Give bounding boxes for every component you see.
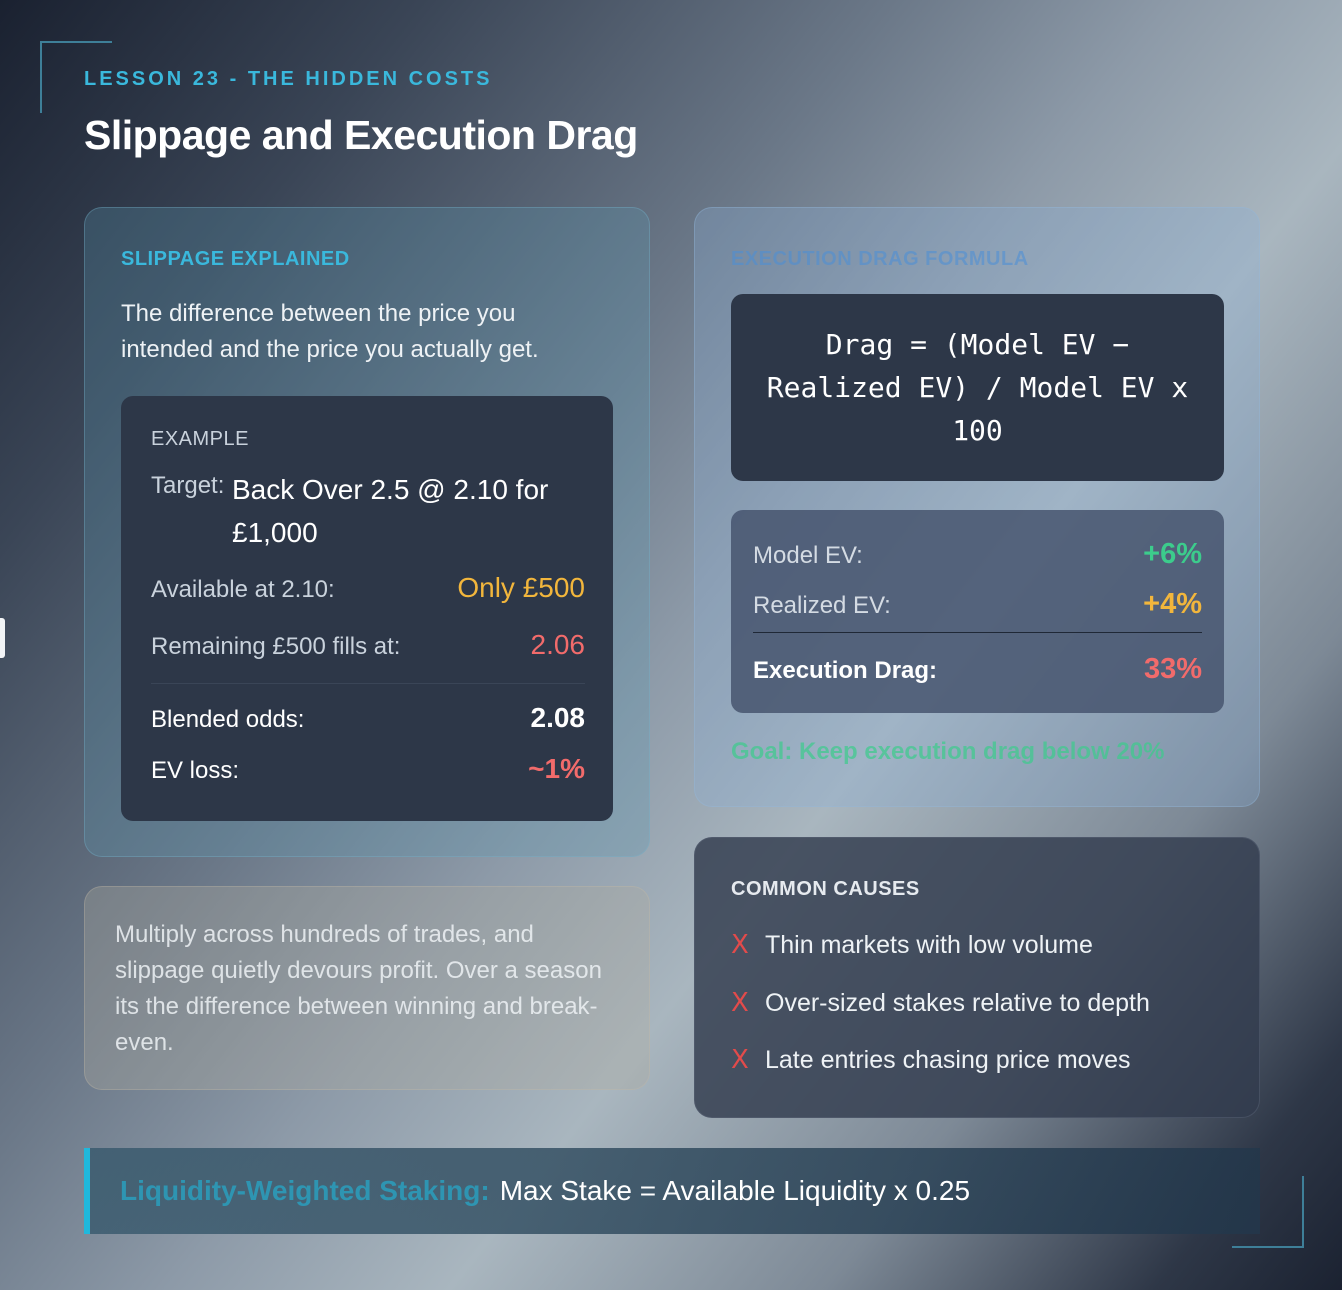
available-value: Only £500 xyxy=(457,572,585,603)
target-value: Back Over 2.5 @ 2.10 for £1,000 xyxy=(232,474,549,548)
formula-expression: Drag = (Model EV − Realized EV) / Model … xyxy=(766,328,1189,447)
target-label: Target: xyxy=(151,472,225,499)
cause-item: X Late entries chasing price moves xyxy=(731,1045,1130,1075)
common-causes-card: COMMON CAUSES X Thin markets with low vo… xyxy=(694,837,1260,1118)
blended-odds-label: Blended odds: xyxy=(151,706,305,733)
multiply-text: Multiply across hundreds of trades, and … xyxy=(115,921,602,1056)
page-title: Slippage and Execution Drag xyxy=(84,112,638,158)
available-label: Available at 2.10: xyxy=(151,576,335,603)
blended-odds-row: Blended odds: 2.08 xyxy=(151,702,585,734)
formula-heading: EXECUTION DRAG FORMULA xyxy=(731,248,1029,270)
causes-heading: COMMON CAUSES xyxy=(731,878,920,900)
slippage-description: The difference between the price you int… xyxy=(121,300,539,363)
corner-frame-bottom-right xyxy=(1232,1176,1304,1248)
blended-odds-value: 2.08 xyxy=(530,702,586,733)
x-mark-icon: X xyxy=(731,1045,749,1075)
model-ev-label: Model EV: xyxy=(753,542,863,569)
edge-tab[interactable] xyxy=(0,618,5,658)
lesson-kicker: LESSON 23 - THE HIDDEN COSTS xyxy=(84,68,493,90)
cause-item: X Thin markets with low volume xyxy=(731,930,1093,960)
footer-label: Liquidity-Weighted Staking: xyxy=(120,1175,490,1206)
available-row: Available at 2.10: Only £500 xyxy=(151,572,585,604)
cause-text: Thin markets with low volume xyxy=(765,930,1093,959)
cause-item: X Over-sized stakes relative to depth xyxy=(731,988,1150,1018)
example-box: EXAMPLE Target: Back Over 2.5 @ 2.10 for… xyxy=(121,396,613,821)
x-mark-icon: X xyxy=(731,988,749,1018)
multiply-card: Multiply across hundreds of trades, and … xyxy=(84,886,650,1090)
formula-box: Drag = (Model EV − Realized EV) / Model … xyxy=(731,294,1224,481)
liquidity-staking-bar: Liquidity-Weighted Staking: Max Stake = … xyxy=(84,1148,1260,1234)
realized-ev-row: Realized EV: +4% xyxy=(753,588,1202,621)
footer-text: Max Stake = Available Liquidity x 0.25 xyxy=(499,1175,971,1206)
realized-ev-label: Realized EV: xyxy=(753,592,891,619)
model-ev-value: +6% xyxy=(1143,538,1202,570)
ev-divider xyxy=(753,632,1202,633)
ev-loss-label: EV loss: xyxy=(151,757,240,784)
execution-drag-label: Execution Drag: xyxy=(753,657,938,684)
ev-loss-row: EV loss: ~1% xyxy=(151,753,585,785)
execution-drag-row: Execution Drag: 33% xyxy=(753,653,1202,686)
x-mark-icon: X xyxy=(731,930,749,960)
corner-frame-top-left xyxy=(40,41,112,113)
cause-text: Over-sized stakes relative to depth xyxy=(765,988,1150,1017)
formula-card: EXECUTION DRAG FORMULA Drag = (Model EV … xyxy=(694,207,1260,807)
remaining-label: Remaining £500 fills at: xyxy=(151,633,401,660)
slippage-heading: SLIPPAGE EXPLAINED xyxy=(121,248,350,270)
ev-loss-value: ~1% xyxy=(528,753,585,784)
example-label: EXAMPLE xyxy=(151,428,249,450)
goal-text: Goal: Keep execution drag below 20% xyxy=(731,738,1165,765)
remaining-value: 2.06 xyxy=(530,629,586,660)
remaining-row: Remaining £500 fills at: 2.06 xyxy=(151,629,585,661)
ev-summary-box: Model EV: +6% Realized EV: +4% Execution… xyxy=(731,510,1224,713)
slippage-card: SLIPPAGE EXPLAINED The difference betwee… xyxy=(84,207,650,857)
realized-ev-value: +4% xyxy=(1143,588,1202,620)
execution-drag-value: 33% xyxy=(1143,653,1202,685)
cause-text: Late entries chasing price moves xyxy=(765,1045,1131,1074)
model-ev-row: Model EV: +6% xyxy=(753,538,1202,571)
example-divider xyxy=(151,683,585,684)
